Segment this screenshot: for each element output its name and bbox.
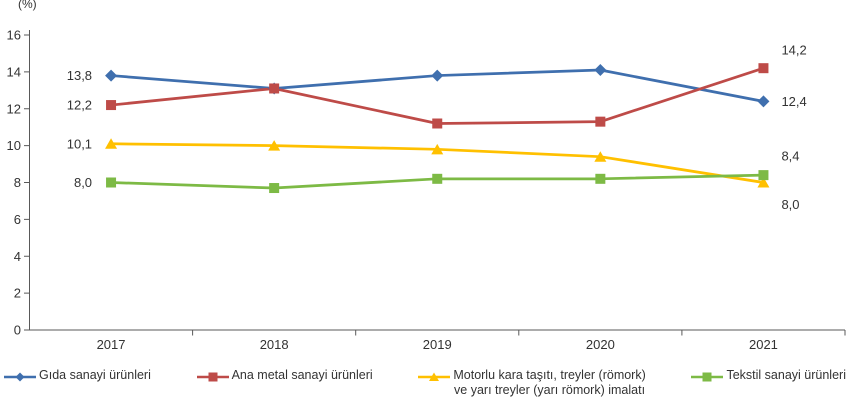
y-tick-label: 0	[14, 323, 21, 338]
data-label-last: 12,4	[781, 94, 806, 109]
legend-marker-square-icon	[196, 372, 229, 381]
data-label-last: 8,0	[781, 197, 799, 212]
legend-marker-triangle-icon	[418, 372, 451, 381]
legend-label: Motorlu kara taşıtı, treyler (römork) ve …	[453, 367, 646, 397]
x-tick-label: 2019	[423, 337, 452, 352]
x-tick-label: 2020	[586, 337, 615, 352]
y-tick-label: 14	[7, 64, 21, 79]
y-tick-label: 2	[14, 286, 21, 301]
legend-marker-diamond-icon	[4, 372, 36, 381]
y-tick-label: 16	[7, 28, 21, 43]
legend-label: Tekstil sanayi ürünleri	[726, 367, 846, 382]
data-label-first: 12,2	[67, 98, 92, 113]
y-tick-label: 6	[14, 212, 21, 227]
legend-item: Motorlu kara taşıtı, treyler (römork) ve …	[418, 367, 646, 399]
data-label-last: 14,2	[781, 43, 806, 58]
chart-legend: Gıda sanayi ürünleri Ana metal sanayi ürü…	[0, 368, 850, 399]
x-tick-label: 2021	[749, 337, 778, 352]
legend-label: Ana metal sanayi ürünleri	[231, 367, 373, 382]
data-label-first: 8,0	[74, 175, 92, 190]
data-label-first: 13,8	[67, 68, 92, 83]
y-tick-label: 12	[7, 101, 21, 116]
y-tick-label: 8	[14, 175, 21, 190]
legend-marker-square-icon	[691, 372, 724, 381]
y-tick-label: 4	[14, 249, 21, 264]
x-tick-label: 2018	[260, 337, 289, 352]
y-axis-unit-label: (%)	[18, 0, 37, 11]
data-label-last: 8,4	[781, 149, 799, 164]
legend-label: Gıda sanayi ürünleri	[39, 367, 151, 382]
data-label-first: 10,1	[67, 136, 92, 151]
plot-area: 0 2 4 6 8 10 12 14 16 2017 2018 2019 2020 2021 13,8 12,…	[7, 28, 846, 352]
y-tick-label: 10	[7, 138, 21, 153]
legend-item: Gıda sanayi ürünleri	[4, 368, 151, 383]
x-tick-label: 2017	[97, 337, 126, 352]
legend-item: Ana metal sanayi ürünleri	[196, 367, 373, 383]
legend-item: Tekstil sanayi ürünleri	[691, 368, 846, 383]
